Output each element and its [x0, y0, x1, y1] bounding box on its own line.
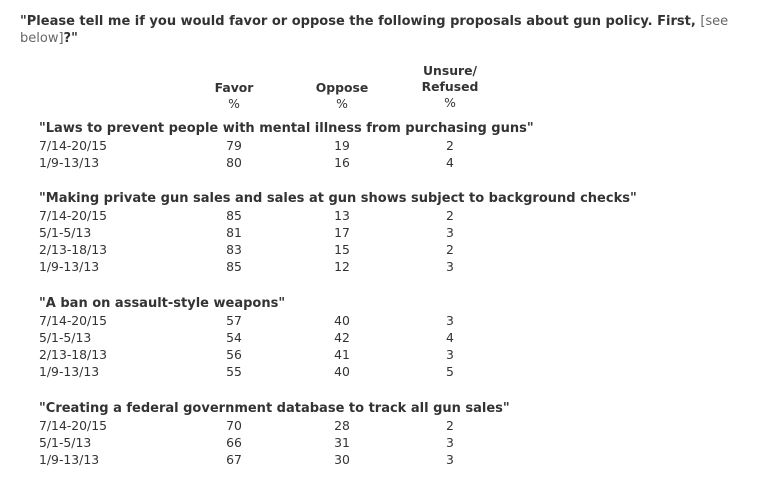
- table-row: 5/1-5/13 81 17 3: [0, 224, 762, 241]
- table-row: 7/14-20/15 57 40 3: [0, 312, 762, 329]
- favor-value: 66: [226, 435, 242, 450]
- oppose-value: 17: [334, 225, 350, 240]
- favor-value: 81: [226, 225, 242, 240]
- proposal-title: "Laws to prevent people with mental illn…: [39, 121, 534, 136]
- column-header-oppose: Oppose %: [287, 80, 397, 112]
- poll-date: 7/14-20/15: [39, 313, 108, 328]
- table-row: 5/1-5/13 54 42 4: [0, 329, 762, 346]
- proposal-title: "A ban on assault-style weapons": [39, 296, 286, 311]
- proposal-title: "Making private gun sales and sales at g…: [39, 191, 637, 206]
- table-row: 7/14-20/15 79 19 2: [0, 137, 762, 154]
- table-row: 7/14-20/15 85 13 2: [0, 207, 762, 224]
- proposal-title: "Creating a federal government database …: [39, 401, 510, 416]
- favor-label: Favor: [214, 80, 254, 95]
- unsure-value: 4: [446, 155, 454, 170]
- oppose-value: 40: [334, 313, 350, 328]
- table-row: 1/9-13/13 85 12 3: [0, 258, 762, 275]
- table-row: 5/1-5/13 66 31 3: [0, 434, 762, 451]
- favor-unit: %: [228, 96, 240, 111]
- oppose-value: 30: [334, 452, 350, 467]
- unsure-value: 3: [446, 259, 454, 274]
- question-close: ?": [63, 31, 78, 46]
- oppose-value: 16: [334, 155, 350, 170]
- unsure-value: 3: [446, 435, 454, 450]
- favor-value: 55: [226, 364, 242, 379]
- favor-value: 57: [226, 313, 242, 328]
- favor-value: 83: [226, 242, 242, 257]
- unsure-value: 3: [446, 347, 454, 362]
- oppose-value: 41: [334, 347, 350, 362]
- oppose-value: 19: [334, 138, 350, 153]
- unsure-value: 4: [446, 330, 454, 345]
- favor-value: 67: [226, 452, 242, 467]
- favor-value: 56: [226, 347, 242, 362]
- poll-date: 5/1-5/13: [39, 435, 92, 450]
- oppose-value: 28: [334, 418, 350, 433]
- question-body: "Please tell me if you would favor or op…: [20, 14, 696, 29]
- oppose-value: 42: [334, 330, 350, 345]
- poll-date: 5/1-5/13: [39, 225, 92, 240]
- unsure-value: 3: [446, 452, 454, 467]
- question-text: "Please tell me if you would favor or op…: [20, 13, 750, 47]
- oppose-value: 40: [334, 364, 350, 379]
- unsure-value: 2: [446, 242, 454, 257]
- oppose-label: Oppose: [315, 80, 369, 95]
- column-header-favor: Favor %: [179, 80, 289, 112]
- favor-value: 54: [226, 330, 242, 345]
- table-row: 2/13-18/13 56 41 3: [0, 346, 762, 363]
- unsure-unit: %: [444, 95, 456, 110]
- table-row: 1/9-13/13 55 40 5: [0, 363, 762, 380]
- poll-date: 5/1-5/13: [39, 330, 92, 345]
- unsure-value: 5: [446, 364, 454, 379]
- oppose-value: 31: [334, 435, 350, 450]
- table-row: 1/9-13/13 80 16 4: [0, 154, 762, 171]
- unsure-value: 2: [446, 208, 454, 223]
- oppose-unit: %: [336, 96, 348, 111]
- favor-value: 70: [226, 418, 242, 433]
- unsure-label-line1: Unsure/: [422, 63, 478, 78]
- favor-value: 79: [226, 138, 242, 153]
- poll-date: 7/14-20/15: [39, 138, 108, 153]
- favor-value: 80: [226, 155, 242, 170]
- table-row: 2/13-18/13 83 15 2: [0, 241, 762, 258]
- unsure-label-line2: Refused: [421, 79, 479, 94]
- oppose-value: 12: [334, 259, 350, 274]
- unsure-value: 3: [446, 225, 454, 240]
- unsure-value: 2: [446, 138, 454, 153]
- poll-date: 7/14-20/15: [39, 208, 108, 223]
- question-note: [see below]: [20, 14, 729, 46]
- poll-date: 1/9-13/13: [39, 259, 100, 274]
- poll-date: 7/14-20/15: [39, 418, 108, 433]
- unsure-value: 3: [446, 313, 454, 328]
- poll-date: 2/13-18/13: [39, 242, 108, 257]
- oppose-value: 13: [334, 208, 350, 223]
- poll-date: 1/9-13/13: [39, 155, 100, 170]
- poll-date: 1/9-13/13: [39, 452, 100, 467]
- oppose-value: 15: [334, 242, 350, 257]
- poll-date: 2/13-18/13: [39, 347, 108, 362]
- table-row: 7/14-20/15 70 28 2: [0, 417, 762, 434]
- table-row: 1/9-13/13 67 30 3: [0, 451, 762, 468]
- favor-value: 85: [226, 208, 242, 223]
- unsure-value: 2: [446, 418, 454, 433]
- column-header-unsure: Unsure/ Refused %: [395, 63, 505, 111]
- poll-date: 1/9-13/13: [39, 364, 100, 379]
- favor-value: 85: [226, 259, 242, 274]
